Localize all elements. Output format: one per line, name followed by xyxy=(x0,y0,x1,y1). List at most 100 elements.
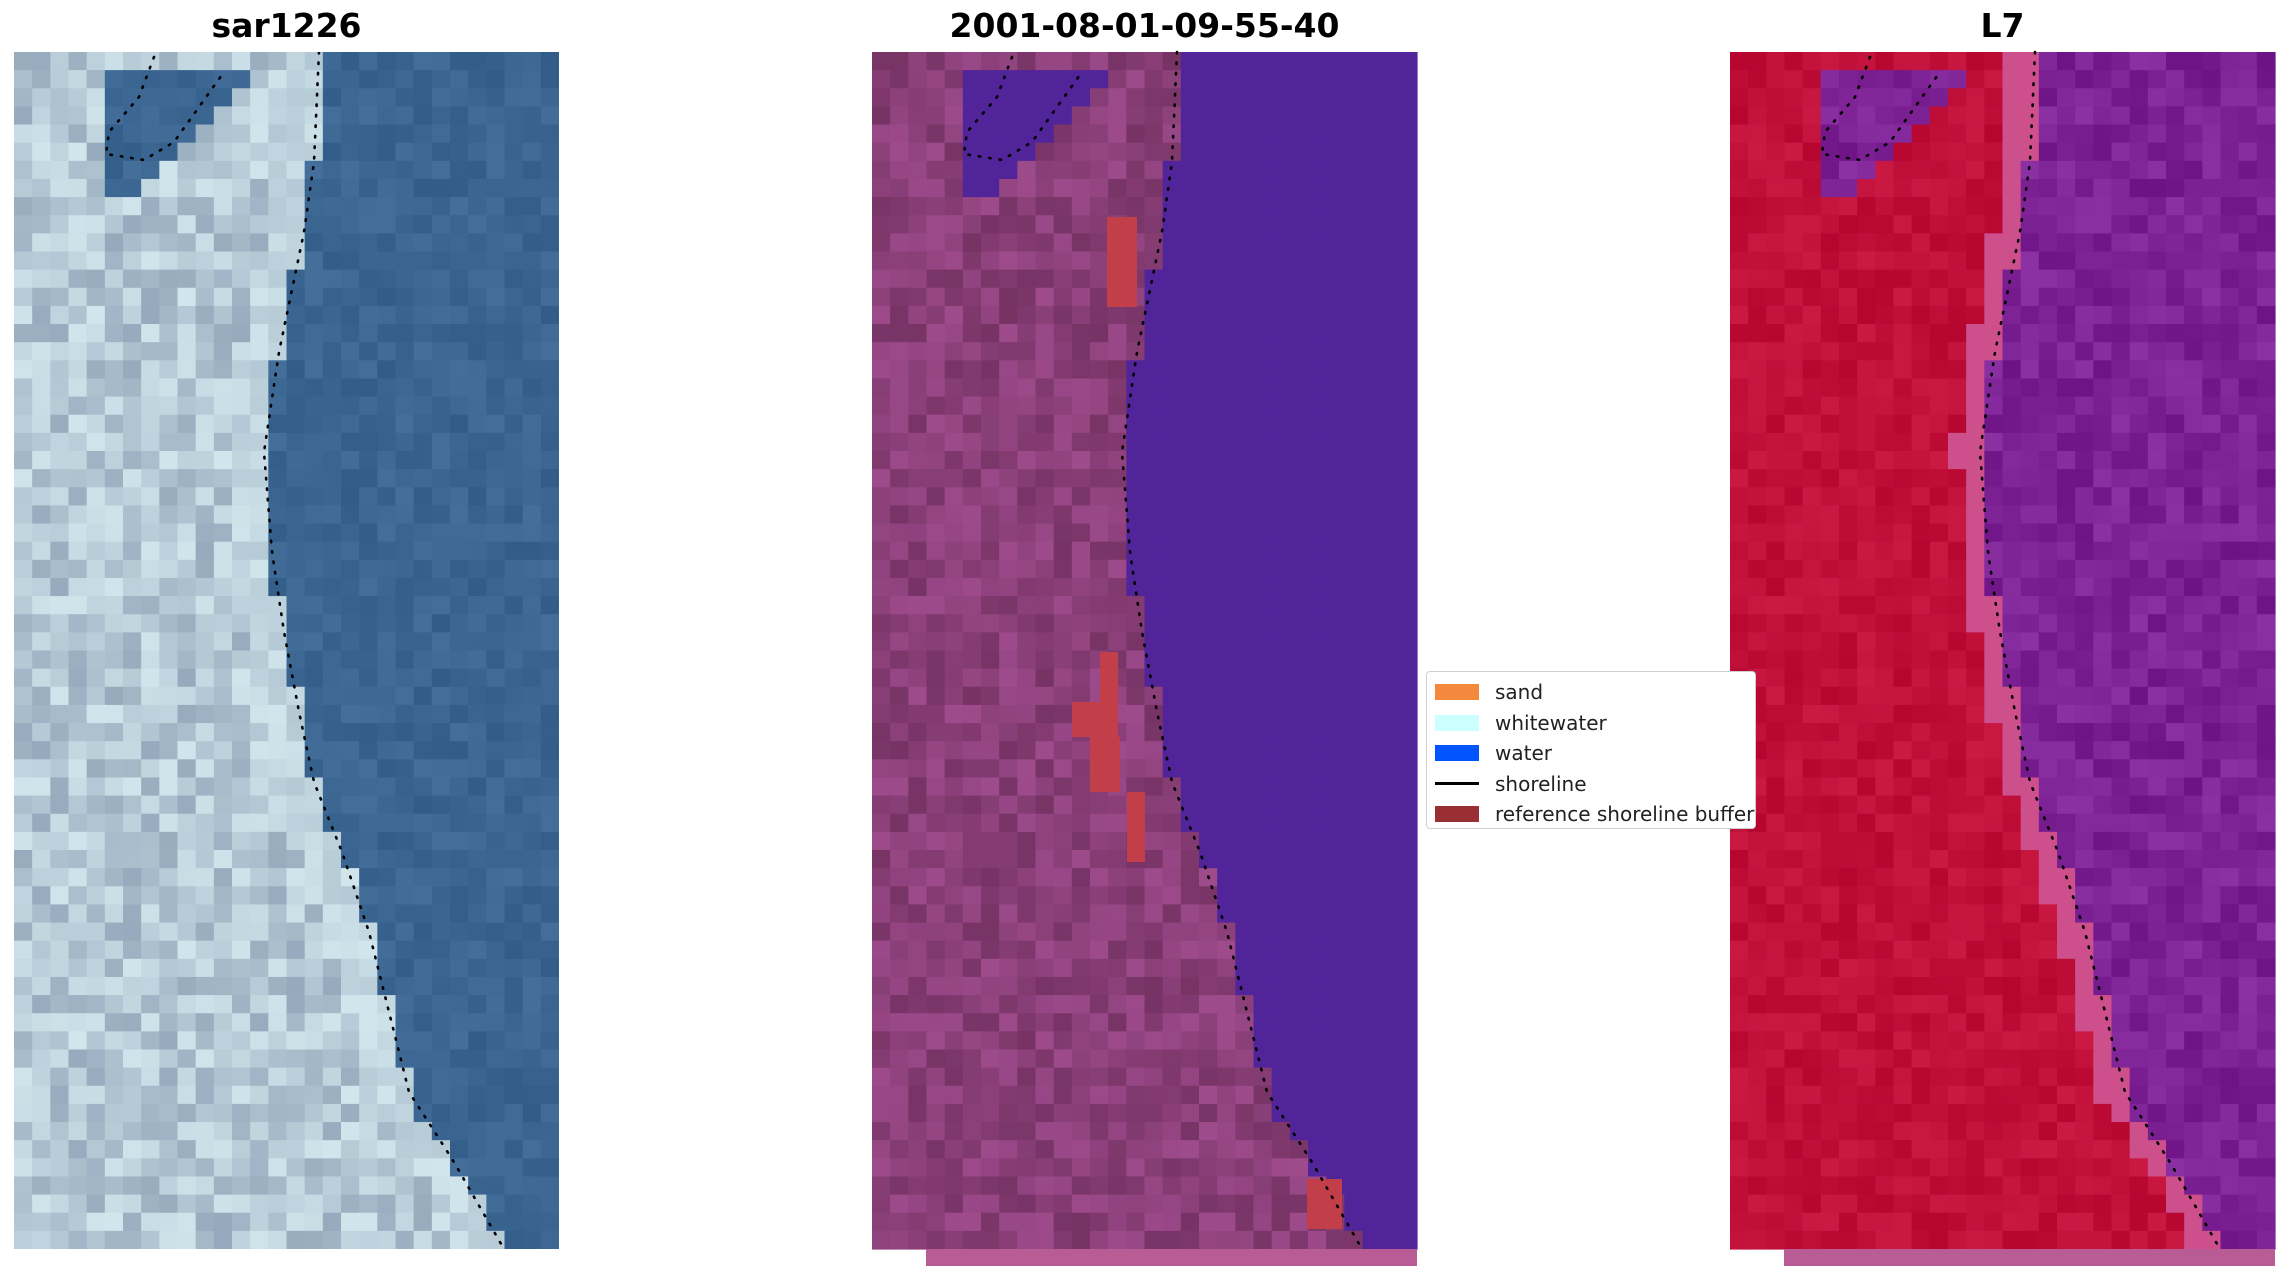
pixel-cell xyxy=(2238,324,2258,343)
pixel-cell xyxy=(1362,704,1382,724)
pixel-cell xyxy=(431,1194,451,1214)
pixel-cell xyxy=(195,668,215,688)
pixel-cell xyxy=(1289,559,1309,579)
pixel-cell xyxy=(14,723,33,742)
pixel-cell xyxy=(1271,922,1291,942)
pixel-cell xyxy=(2184,324,2203,343)
pixel-cell xyxy=(504,70,524,89)
pixel-cell xyxy=(359,360,378,380)
pixel-cell xyxy=(1326,215,1345,234)
pixel-cell xyxy=(341,1176,360,1196)
pixel-cell xyxy=(1217,813,1236,833)
pixel-cell xyxy=(232,1013,251,1032)
pixel-cell xyxy=(2038,251,2058,271)
pixel-cell xyxy=(1053,487,1073,507)
pixel-cell xyxy=(50,342,70,361)
pixel-cell xyxy=(2020,324,2040,343)
pixel-cell xyxy=(890,668,909,688)
pixel-cell xyxy=(250,251,269,271)
pixel-cell xyxy=(468,305,487,325)
pixel-cell xyxy=(395,1067,415,1087)
pixel-cell xyxy=(2129,124,2149,144)
pixel-cell xyxy=(341,378,360,398)
pixel-cell xyxy=(322,178,342,198)
pixel-cell xyxy=(1984,360,2004,380)
pixel-cell xyxy=(1271,1122,1291,1141)
pixel-cell xyxy=(104,795,124,815)
pixel-cell xyxy=(322,995,342,1014)
pixel-cell xyxy=(68,1122,88,1141)
pixel-cell xyxy=(2075,160,2094,180)
pixel-cell xyxy=(1984,324,2004,343)
pixel-cell xyxy=(2238,142,2258,162)
pixel-cell xyxy=(431,432,451,452)
pixel-cell xyxy=(86,559,106,579)
pixel-cell xyxy=(177,324,197,343)
pixel-cell xyxy=(413,88,433,108)
pixel-cell xyxy=(141,1230,160,1249)
pixel-cell xyxy=(14,650,33,670)
pixel-cell xyxy=(395,559,415,579)
pixel-cell xyxy=(68,704,88,724)
pixel-cell xyxy=(1875,251,1895,271)
pixel-cell xyxy=(1144,106,1164,126)
pixel-cell xyxy=(395,360,415,380)
pixel-cell xyxy=(359,523,378,543)
pixel-cell xyxy=(177,831,197,851)
pixel-cell xyxy=(395,723,415,742)
pixel-cell xyxy=(1766,632,1786,652)
pixel-cell xyxy=(2057,342,2076,361)
pixel-cell xyxy=(2038,414,2058,434)
pixel-cell xyxy=(413,505,433,525)
pixel-cell xyxy=(1126,650,1146,670)
pixel-cell xyxy=(1362,469,1382,488)
pixel-cell xyxy=(1748,396,1767,416)
pixel-cell xyxy=(2093,469,2113,488)
pixel-cell xyxy=(926,360,946,380)
pixel-cell xyxy=(86,976,106,996)
pixel-cell xyxy=(1144,487,1164,507)
pixel-cell xyxy=(413,70,433,89)
pixel-cell xyxy=(1289,1067,1309,1087)
pixel-cell xyxy=(104,396,124,416)
pixel-cell xyxy=(1017,759,1037,779)
pixel-cell xyxy=(359,1212,378,1232)
pixel-cell xyxy=(322,759,342,779)
pixel-cell xyxy=(890,886,909,906)
pixel-cell xyxy=(1308,650,1327,670)
pixel-cell xyxy=(377,958,397,978)
pixel-cell xyxy=(999,559,1018,579)
pixel-cell xyxy=(141,414,160,434)
pixel-cell xyxy=(304,451,324,470)
pixel-cell xyxy=(2129,251,2149,271)
pixel-cell xyxy=(50,324,70,343)
pixel-cell xyxy=(1199,305,1218,325)
pixel-cell xyxy=(1017,922,1037,942)
pixel-cell xyxy=(413,1085,433,1105)
pixel-cell xyxy=(1857,614,1876,633)
pixel-cell xyxy=(926,1176,946,1196)
pixel-cell xyxy=(1071,650,1091,670)
pixel-cell xyxy=(141,142,160,162)
pixel-cell xyxy=(1380,1230,1400,1250)
pixel-cell xyxy=(1308,940,1327,960)
pixel-cell xyxy=(999,197,1018,216)
pixel-cell xyxy=(1217,1013,1236,1032)
pixel-cell xyxy=(268,414,288,434)
pixel-cell xyxy=(450,1103,469,1123)
pixel-cell xyxy=(250,1103,269,1123)
pixel-cell xyxy=(1017,414,1037,434)
pixel-cell xyxy=(32,215,51,234)
pixel-cell xyxy=(1108,88,1127,108)
pixel-cell xyxy=(286,559,306,579)
pixel-cell xyxy=(1839,233,1858,253)
pixel-cell xyxy=(123,831,142,851)
pixel-cell xyxy=(1217,886,1236,906)
pixel-cell xyxy=(322,1031,342,1051)
pixel-cell xyxy=(1766,142,1786,162)
pixel-cell xyxy=(1398,1194,1418,1214)
pixel-cell xyxy=(1380,632,1400,652)
pixel-cell xyxy=(1199,686,1218,706)
pixel-cell xyxy=(1017,976,1037,996)
pixel-cell xyxy=(268,432,288,452)
